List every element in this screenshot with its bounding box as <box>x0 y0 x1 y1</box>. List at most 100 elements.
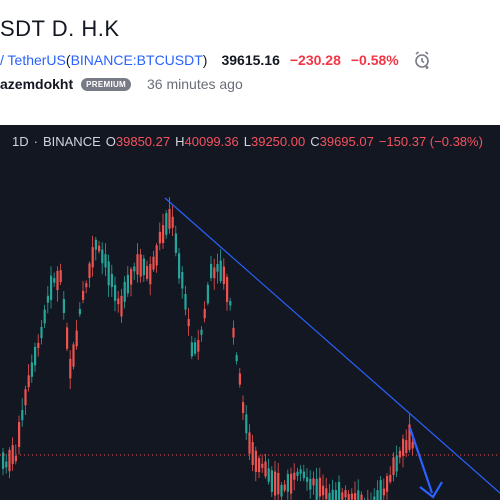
candle-body <box>72 344 75 367</box>
close-label: C <box>310 134 320 149</box>
candle-body <box>242 402 245 413</box>
candle-body <box>299 469 302 474</box>
alarm-clock-plus-icon[interactable] <box>413 50 433 70</box>
candle-body <box>341 492 344 500</box>
price-chart[interactable]: 1D · BINANCE O39850.27 H40099.36 L39250.… <box>0 125 500 500</box>
candle-body <box>270 470 273 492</box>
idea-title: SDT D. H.K <box>0 16 120 41</box>
candle-body <box>168 208 171 229</box>
candle-body <box>293 472 296 480</box>
paren-open: ( <box>65 52 71 68</box>
candle-body <box>296 471 299 476</box>
candle-body <box>203 308 206 319</box>
chart-interval[interactable]: 1D <box>12 134 29 149</box>
candle-body <box>232 327 235 338</box>
candle-body <box>75 330 78 347</box>
candle-body <box>334 490 337 500</box>
price-change: −230.28 <box>289 52 341 68</box>
candlestick-chart[interactable] <box>0 125 500 500</box>
candle-body <box>37 342 40 349</box>
candle-body <box>405 440 408 453</box>
symbol-link[interactable]: / TetherUS <box>0 52 66 68</box>
candle-body <box>27 375 30 388</box>
candle-body <box>181 272 184 289</box>
low-value: 39250.00 <box>250 134 306 149</box>
candle-body <box>18 422 21 448</box>
candle-body <box>398 450 401 458</box>
candle-body <box>318 477 321 497</box>
price-change-percent: −0.58% <box>350 52 399 68</box>
candle-body <box>30 362 33 377</box>
candle-body <box>101 249 104 264</box>
candle-body <box>152 256 155 270</box>
candle-body <box>302 471 305 479</box>
candle-body <box>251 441 254 465</box>
open-label: O <box>105 134 116 149</box>
candle-body <box>117 298 120 305</box>
candle-body <box>258 458 261 473</box>
exchange-link[interactable]: BINANCE:BTCUSDT <box>70 52 203 68</box>
candle-body <box>149 263 152 285</box>
candle-body <box>104 254 107 268</box>
open-value: 39850.27 <box>115 134 171 149</box>
open-value-group: O39850.27 <box>106 134 170 149</box>
candle-body <box>328 492 331 500</box>
candle-body <box>379 480 382 500</box>
close-value: 39695.07 <box>319 134 374 149</box>
candle-body <box>85 283 88 288</box>
candle-body <box>354 493 357 500</box>
candle-body <box>322 485 325 496</box>
candle-body <box>290 473 293 494</box>
candle-body <box>222 266 225 285</box>
candle-body <box>14 456 17 462</box>
candle-body <box>219 260 222 282</box>
published-time: 36 minutes ago <box>147 76 243 92</box>
candle-body <box>357 490 360 500</box>
candle-body <box>376 490 379 500</box>
candle-body <box>171 216 174 228</box>
candle-body <box>226 277 229 302</box>
candle-body <box>267 468 270 482</box>
candle-body <box>114 284 117 301</box>
author-name[interactable]: azemdokht <box>0 76 74 92</box>
candle-body <box>46 295 49 303</box>
candle-body <box>347 493 350 500</box>
author-row: azemdokht PREMIUM 36 minutes ago <box>0 74 243 94</box>
candle-body <box>178 253 181 279</box>
high-value: 40099.36 <box>184 134 239 149</box>
candle-body <box>210 263 213 279</box>
candle-body <box>411 441 414 449</box>
high-label: H <box>175 134 185 149</box>
candle-body <box>5 461 8 468</box>
candle-body <box>229 301 232 306</box>
candle-body <box>162 225 165 244</box>
candle-body <box>344 490 347 498</box>
paren-close: ) <box>202 52 208 68</box>
candle-body <box>392 457 395 476</box>
descending-trendline <box>164 197 500 494</box>
candle-body <box>331 489 334 500</box>
candle-body <box>120 295 123 317</box>
candle-body <box>338 482 341 500</box>
candle-body <box>408 424 411 450</box>
candle-body <box>146 265 149 279</box>
candle-body <box>69 358 72 379</box>
last-price: 39615.16 <box>221 52 280 68</box>
candle-body <box>43 309 46 324</box>
candle-body <box>62 298 65 313</box>
candle-body <box>165 213 168 235</box>
candle-body <box>190 342 193 357</box>
candle-body <box>382 488 385 496</box>
candle-body <box>200 329 203 335</box>
premium-badge: PREMIUM <box>81 77 132 91</box>
candle-body <box>78 309 81 315</box>
chart-exchange: BINANCE <box>42 134 101 149</box>
candle-body <box>248 432 251 454</box>
candle-body <box>283 484 286 491</box>
candle-body <box>206 284 209 304</box>
candle-body <box>254 450 257 472</box>
candle-body <box>82 290 85 300</box>
candle-body <box>309 478 312 490</box>
candle-body <box>277 472 280 495</box>
candle-body <box>194 342 197 354</box>
